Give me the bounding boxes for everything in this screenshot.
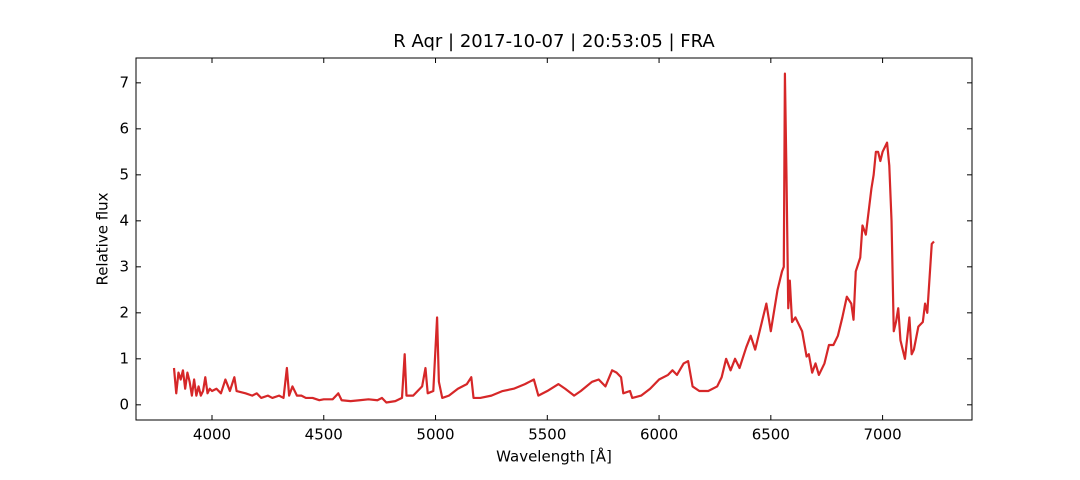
y-tick-label: 1 <box>119 349 129 367</box>
x-tick-label: 5500 <box>528 426 566 444</box>
y-tick-label: 7 <box>119 73 129 91</box>
y-tick-label: 5 <box>119 165 129 183</box>
x-tick-label: 6000 <box>640 426 678 444</box>
x-tick-label: 4000 <box>193 426 231 444</box>
x-tick-label: 5000 <box>416 426 454 444</box>
y-tick-label: 2 <box>119 303 129 321</box>
x-tick-label: 6500 <box>752 426 790 444</box>
y-tick-label: 6 <box>119 119 129 137</box>
x-axis-label: Wavelength [Å] <box>496 447 612 466</box>
plot-frame <box>135 57 973 421</box>
y-axis-label: Relative flux <box>94 192 112 285</box>
x-tick-label: 7000 <box>863 426 901 444</box>
y-tick-label: 0 <box>119 395 129 413</box>
x-tick-label: 4500 <box>305 426 343 444</box>
spectrum-line <box>172 72 935 404</box>
y-tick-label: 3 <box>119 257 129 275</box>
y-tick-label: 4 <box>119 211 129 229</box>
chart-title: R Aqr | 2017-10-07 | 20:53:05 | FRA <box>393 31 715 52</box>
